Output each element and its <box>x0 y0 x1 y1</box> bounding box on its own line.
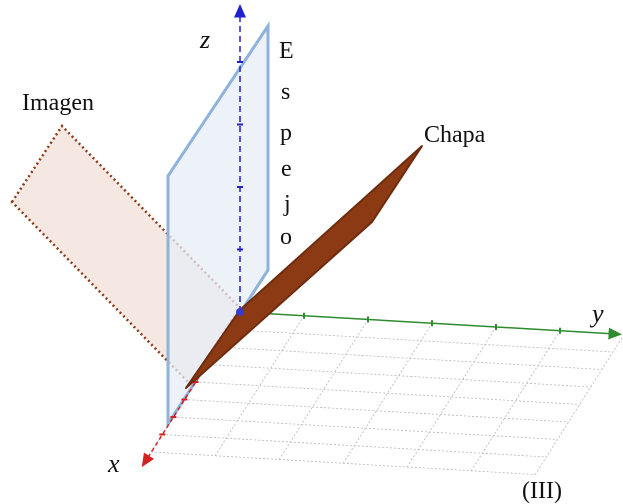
x-axis-label: x <box>107 449 120 478</box>
mirror-letter-4: e <box>281 156 292 182</box>
image-label: Imagen <box>22 90 94 116</box>
grid-line <box>206 364 591 388</box>
mirror-letter-5: j <box>283 191 291 217</box>
grid-line <box>184 399 569 423</box>
z-axis-label: z <box>199 25 210 54</box>
z-axis-ticks <box>237 61 243 251</box>
sheet-label: Chapa <box>424 122 486 148</box>
ground-grid <box>150 311 623 475</box>
y-axis-label: y <box>589 299 604 328</box>
y-axis-ticks <box>303 312 561 334</box>
sheet-plane <box>185 145 423 389</box>
origin-point <box>236 308 244 316</box>
mirror-label: E s p e j o <box>279 38 294 250</box>
mirror-letter-2: s <box>281 79 290 105</box>
mirror-letter-6: o <box>280 224 292 250</box>
mirror-letter-3: p <box>280 120 292 146</box>
mirror-letter-1: E <box>279 38 294 64</box>
y-axis <box>239 311 622 340</box>
panel-label: (III) <box>522 478 562 504</box>
mirror-plane <box>166 21 270 430</box>
grid-line <box>195 381 580 405</box>
